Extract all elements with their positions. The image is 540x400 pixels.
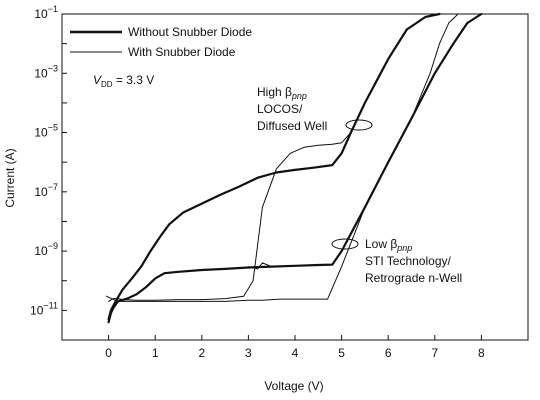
- y-tick-exp: −7: [48, 182, 58, 192]
- y-tick-exp: −9: [48, 241, 58, 251]
- y-tick-base: 10: [34, 126, 48, 140]
- legend-label-without: Without Snubber Diode: [128, 25, 252, 39]
- x-tick-label: 7: [431, 346, 438, 360]
- series-line-with-snubber-high: [108, 13, 436, 302]
- y-tick-label: 10−11: [30, 300, 58, 317]
- y-tick-label: 10−3: [34, 63, 58, 80]
- y-tick-exp: −1: [48, 4, 58, 14]
- high-beta-sub: pnp: [291, 91, 307, 101]
- y-tick-base: 10: [34, 185, 48, 199]
- x-tick-label: 4: [292, 346, 299, 360]
- vdd-prefix: V: [93, 73, 102, 87]
- y-tick-exp: −11: [43, 300, 58, 310]
- y-axis-label: Current (A): [3, 148, 17, 207]
- y-tick-base: 10: [34, 66, 48, 80]
- x-tick-label: 0: [105, 346, 112, 360]
- annotation-low-beta: Low βpnp STI Technology/ Retrograde n-We…: [331, 237, 462, 285]
- vdd-label: VDD = 3.3 V: [93, 73, 154, 89]
- y-tick-base: 10: [34, 244, 48, 258]
- vdd-sub: DD: [101, 80, 113, 89]
- series-layer: [105, 12, 483, 324]
- y-tick-label: 10−5: [34, 123, 58, 140]
- vdd-value: = 3.3 V: [113, 73, 155, 87]
- x-tick-label: 5: [338, 346, 345, 360]
- x-tick-label: 1: [152, 346, 159, 360]
- x-axis-label: Voltage (V): [264, 379, 323, 393]
- high-beta-text: High β: [257, 85, 292, 99]
- high-beta-line1: High βpnp: [257, 85, 307, 101]
- low-beta-bracket: [331, 238, 359, 250]
- y-tick-base: 10: [34, 7, 48, 21]
- x-tick-label: 6: [385, 346, 392, 360]
- high-beta-bracket: [345, 119, 373, 131]
- x-tick-label: 3: [245, 346, 252, 360]
- high-beta-line3: Diffused Well: [257, 119, 327, 133]
- series-line-with-snubber-low: [105, 13, 459, 302]
- x-tick-label: 8: [478, 346, 485, 360]
- low-beta-line3: Retrograde n-Well: [365, 271, 462, 285]
- annotation-high-beta: High βpnp LOCOS/ Diffused Well: [257, 85, 373, 133]
- x-tick-label: 2: [198, 346, 205, 360]
- legend-label-with: With Snubber Diode: [128, 45, 236, 59]
- y-tick-label: 10−1: [34, 4, 58, 21]
- low-beta-line2: STI Technology/: [365, 254, 451, 268]
- high-beta-line2: LOCOS/: [257, 102, 303, 116]
- y-tick-label: 10−9: [34, 241, 58, 258]
- y-tick-exp: −3: [48, 63, 58, 73]
- legend: Without Snubber Diode With Snubber Diode: [70, 25, 252, 59]
- series-line-with-snubber-low-ext: [247, 262, 333, 270]
- low-beta-line1: Low βpnp: [365, 237, 412, 253]
- y-tick-exp: −5: [48, 123, 58, 133]
- y-tick-label: 10−7: [34, 182, 58, 199]
- low-beta-sub: pnp: [396, 243, 412, 253]
- plot-frame: [61, 13, 529, 341]
- y-tick-base: 10: [30, 303, 44, 317]
- low-beta-text: Low β: [365, 237, 397, 251]
